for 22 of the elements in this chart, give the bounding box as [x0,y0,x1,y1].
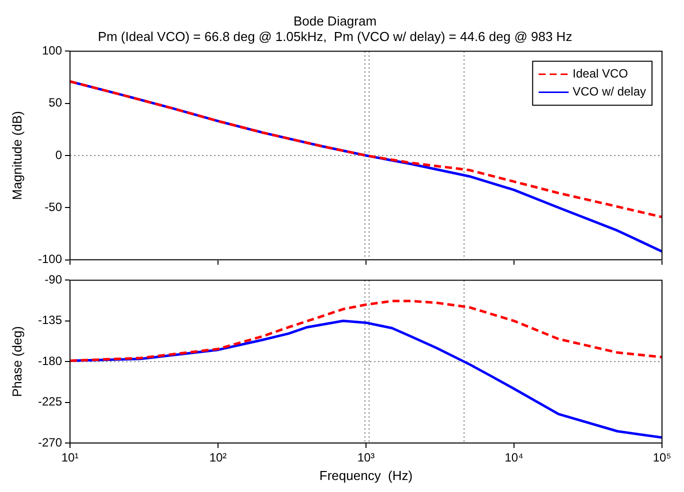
y-tick-label: -270 [38,435,62,450]
y-tick-label: -100 [38,252,62,266]
x-tick-label: 10⁴ [504,450,524,465]
y-tick-label: 100 [42,44,62,58]
y-tick-label: -225 [38,394,62,409]
legend-label: Ideal VCO [572,66,628,81]
legend-label: VCO w/ delay [572,84,646,99]
x-tick-label: 10² [209,450,227,465]
x-tick-label: 10¹ [61,450,79,465]
y-tick-label: 0 [55,148,62,162]
y-tick-label: -180 [38,354,62,368]
y-tick-label: -135 [38,313,62,328]
y-tick-label: -90 [44,272,62,287]
y-axis-title: Phase (deg) [9,326,24,398]
chart-title: Bode Diagram [293,13,377,28]
x-axis-title: Frequency (Hz) [319,468,413,483]
y-tick-label: 50 [48,96,62,110]
y-axis-title: Magnitude (dB) [9,111,24,200]
chart-subtitle: Pm (Ideal VCO) = 66.8 deg @ 1.05kHz, Pm (VCO w/ delay) = 44.6 deg @ 983 Hz [98,28,572,44]
x-tick-label: 10⁵ [652,450,672,465]
x-tick-label: 10³ [357,450,375,465]
y-tick-label: -50 [44,200,62,214]
